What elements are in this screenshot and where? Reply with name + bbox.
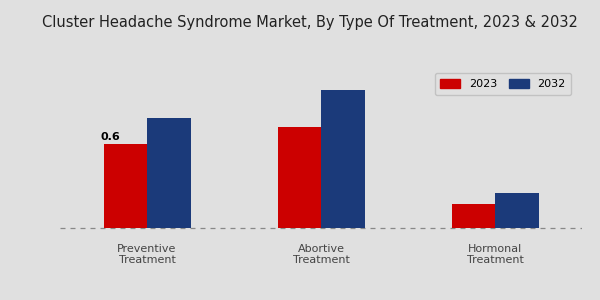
Legend: 2023, 2032: 2023, 2032 [435,73,571,95]
Bar [277,127,321,228]
Bar [147,118,191,228]
Text: 0.6: 0.6 [100,132,120,142]
Bar [495,193,539,228]
Bar [321,90,365,228]
Bar [452,204,495,228]
Text: Cluster Headache Syndrome Market, By Type Of Treatment, 2023 & 2032: Cluster Headache Syndrome Market, By Typ… [42,15,578,30]
Bar [104,144,147,228]
